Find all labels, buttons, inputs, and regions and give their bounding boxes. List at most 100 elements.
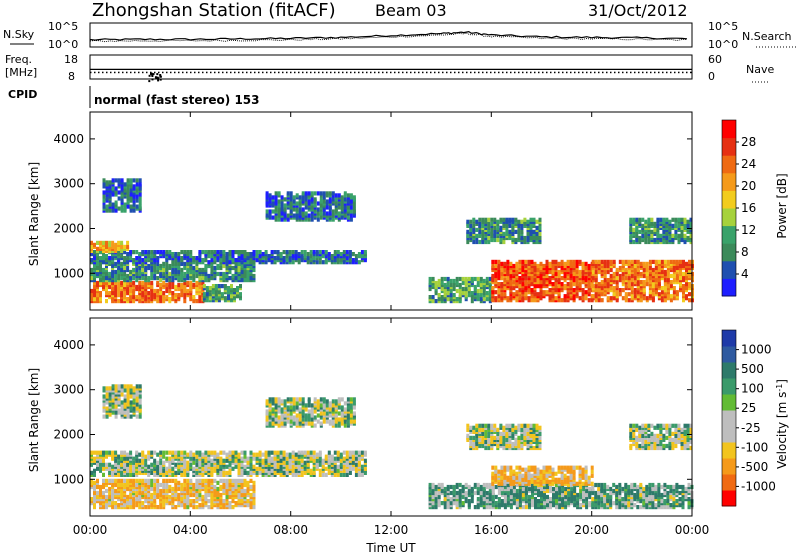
heatmap-cell: [153, 478, 157, 483]
heatmap-cell: [129, 450, 133, 455]
heatmap-cell: [539, 294, 543, 299]
heatmap-cell: [165, 466, 169, 471]
heatmap-cell: [310, 407, 314, 412]
heatmap-cell: [578, 269, 582, 275]
heatmap-cell: [345, 454, 349, 459]
heatmap-cell: [243, 470, 247, 475]
heatmap-cell: [138, 478, 142, 483]
heatmap-cell: [123, 202, 127, 207]
heatmap-cell: [621, 288, 625, 293]
heatmap-cell: [321, 250, 325, 255]
heatmap-cell: [683, 217, 687, 222]
heatmap-cell: [491, 286, 495, 291]
heatmap-cell: [114, 478, 118, 483]
heatmap-cell: [671, 233, 675, 238]
heatmap-cell: [180, 450, 184, 455]
heatmap-cell: [174, 478, 178, 483]
heatmap-cell: [505, 231, 509, 236]
heatmap-cell: [660, 290, 664, 295]
heatmap-cell: [675, 259, 679, 264]
heatmap-cell: [108, 494, 112, 500]
heatmap-cell: [467, 293, 471, 298]
heatmap-cell: [289, 201, 293, 206]
heatmap-cell: [171, 278, 175, 283]
heatmap-cell: [316, 191, 320, 196]
heatmap-cell: [129, 250, 133, 255]
heatmap-cell: [624, 292, 628, 297]
heatmap-cell: [274, 195, 278, 200]
heatmap-cell: [297, 466, 301, 471]
heatmap-cell: [99, 250, 102, 255]
heatmap-cell: [230, 284, 233, 289]
heatmap-cell: [277, 191, 281, 196]
heatmap-cell: [276, 450, 280, 455]
heatmap-cell: [144, 505, 148, 510]
heatmap-cell: [189, 250, 193, 255]
heatmap-cell: [168, 288, 172, 294]
heatmap-cell: [529, 217, 533, 222]
heatmap-cell: [517, 235, 521, 241]
heatmap-cell: [129, 478, 133, 483]
heatmap-cell: [210, 276, 214, 281]
heatmap-cell: [478, 239, 482, 245]
nave-dot: [134, 71, 136, 74]
nave-dot: [306, 71, 308, 74]
heatmap-cell: [225, 482, 229, 488]
heatmap-cell: [490, 221, 494, 226]
heatmap-cell: [144, 454, 148, 459]
heatmap-cell: [240, 269, 244, 275]
heatmap-cell: [180, 472, 184, 477]
heatmap-cell: [688, 298, 691, 303]
nave-dot: [346, 71, 348, 74]
heatmap-cell: [156, 269, 160, 275]
heatmap-cell: [286, 405, 290, 410]
heatmap-cell: [300, 450, 304, 455]
nave-dot: [342, 71, 344, 74]
nave-dot: [474, 71, 476, 74]
heatmap-cell: [491, 273, 495, 279]
heatmap-cell: [343, 407, 347, 412]
nave-dot: [322, 71, 324, 74]
heatmap-cell: [153, 458, 157, 463]
nave-dot: [450, 71, 452, 74]
heatmap-cell: [246, 470, 250, 475]
heatmap-cell: [243, 250, 247, 255]
heatmap-cell: [357, 456, 361, 461]
heatmap-cell: [120, 384, 124, 389]
heatmap-cell: [469, 231, 473, 236]
nave-dot: [390, 71, 392, 74]
heatmap-cell: [147, 450, 151, 455]
heatmap-cell: [237, 250, 241, 255]
heatmap-cell: [183, 478, 187, 483]
heatmap-cell: [352, 207, 356, 212]
heatmap-cell: [105, 280, 108, 286]
heatmap-cell: [291, 454, 295, 459]
heatmap-cell: [225, 273, 229, 279]
heatmap-cell: [294, 452, 298, 457]
heatmap-cell: [168, 494, 172, 500]
heatmap-cell: [138, 252, 142, 257]
heatmap-cell: [123, 478, 127, 483]
heatmap-cell: [192, 486, 196, 492]
heatmap-cell: [351, 258, 355, 263]
heatmap-cell: [120, 208, 124, 213]
heatmap-cell: [482, 278, 486, 284]
heatmap-cell: [682, 271, 685, 277]
heatmap-cell: [150, 297, 154, 302]
heatmap-cell: [117, 206, 121, 211]
nave-dot: [98, 71, 100, 74]
heatmap-cell: [674, 217, 678, 222]
heatmap-cell: [331, 213, 335, 218]
heatmap-cell: [222, 499, 226, 504]
nave-dot: [658, 71, 660, 74]
heatmap-cell: [339, 452, 343, 457]
heatmap-cell: [168, 284, 172, 290]
heatmap-cell: [132, 497, 136, 502]
heatmap-cell: [572, 282, 576, 287]
heatmap-cell: [612, 271, 616, 277]
heatmap-cell: [455, 288, 459, 294]
heatmap-cell: [227, 294, 230, 299]
heatmap-cell: [533, 284, 537, 289]
heatmap-cell: [268, 397, 272, 402]
heatmap-cell: [239, 292, 242, 297]
